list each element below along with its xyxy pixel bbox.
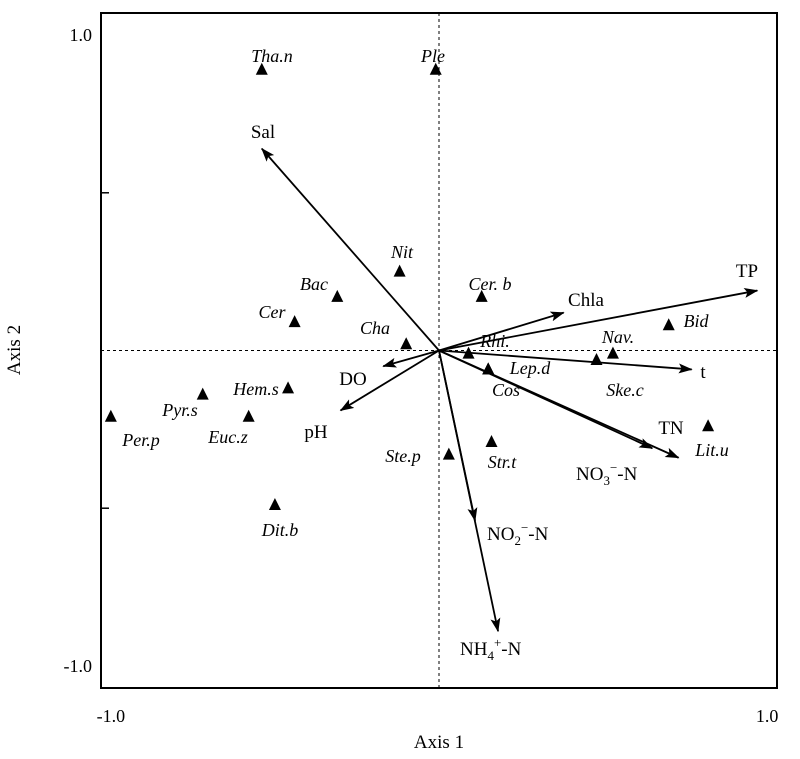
species-marker (288, 315, 301, 328)
env-vector-arrow (438, 350, 501, 633)
species-marker (485, 434, 498, 447)
y-tick-label: 1.0 (70, 25, 93, 45)
y-axis-title: Axis 2 (4, 325, 25, 375)
species-label: Nit (390, 242, 414, 262)
species-label: Bac (300, 274, 328, 294)
species-label: Pyr.s (161, 400, 198, 420)
y-tick-label: -1.0 (64, 656, 93, 676)
species-label: Str.t (488, 452, 518, 472)
env-vector-label: DO (339, 369, 366, 390)
species-marker (242, 409, 255, 422)
species-label: Dit.b (261, 520, 299, 540)
species-label: Cer (259, 302, 287, 322)
x-axis-title: Axis 1 (414, 732, 464, 753)
species-marker (282, 381, 295, 394)
species-label: Euc.z (207, 427, 248, 447)
species-marker (662, 318, 675, 331)
env-vector-label: NH4+-N (460, 635, 522, 663)
species-marker (606, 346, 619, 359)
species-label: Ske.c (606, 380, 643, 400)
species-marker (702, 419, 715, 432)
env-vector-label: pH (304, 422, 328, 443)
species-label: Rhi. (479, 331, 510, 351)
species-label: Tha.n (251, 46, 293, 66)
env-vector-label: Sal (251, 122, 275, 143)
env-vector-label: Chla (568, 290, 604, 311)
species-label: Ple (420, 46, 445, 66)
species-marker (590, 352, 603, 365)
species-label: Per.p (121, 430, 160, 450)
env-vector-label: TN (658, 418, 684, 439)
species-marker (482, 362, 495, 375)
species-label: Cha (360, 318, 390, 338)
species-label: Lit.u (694, 440, 729, 460)
species-points: Tha.n Ple Nit Cer. b Bac Cer Cha Bid Nav. Ske.c Rh… (104, 46, 729, 540)
env-vector-label: NO3−-N (576, 460, 638, 488)
env-vector-arrow (438, 288, 759, 352)
species-marker (104, 409, 117, 422)
species-marker (255, 62, 268, 75)
species-label: Bid (684, 311, 710, 331)
species-marker (268, 498, 281, 511)
species-label: Ste.p (385, 446, 421, 466)
env-vector-arrow (438, 349, 654, 450)
species-marker (196, 387, 209, 400)
species-marker (393, 264, 406, 277)
x-tick-label: -1.0 (97, 706, 126, 726)
species-marker (331, 289, 344, 302)
species-marker (442, 447, 455, 460)
species-marker (462, 346, 475, 359)
env-vector-arrow (438, 311, 565, 352)
env-vector-arrow (382, 349, 440, 368)
species-label: Nav. (601, 327, 634, 347)
species-marker (429, 62, 442, 75)
env-vector-label: NO2−-N (487, 520, 549, 548)
x-tick-label: 1.0 (756, 706, 779, 726)
species-label: Cos (492, 380, 520, 400)
axis-labels: Axis 1 Axis 2 (4, 325, 464, 753)
env-vector-arrow (261, 147, 440, 352)
env-vector-arrow (339, 349, 440, 412)
env-vector-arrow (438, 349, 693, 374)
species-marker (400, 337, 413, 350)
env-vector-label: TP (736, 261, 758, 282)
species-marker (475, 289, 488, 302)
species-label: Hem.s (232, 379, 279, 399)
environment-vectors: Sal TP Chla t TN DO pH NO3−-N NO2−-N NH4+-N (251, 122, 759, 663)
axis-ticks: -1.0 1.0 1.0 -1.0 (64, 25, 779, 726)
species-label: Lep.d (509, 358, 552, 378)
env-vector-label: t (700, 362, 706, 383)
species-label: Cer. b (468, 274, 511, 294)
